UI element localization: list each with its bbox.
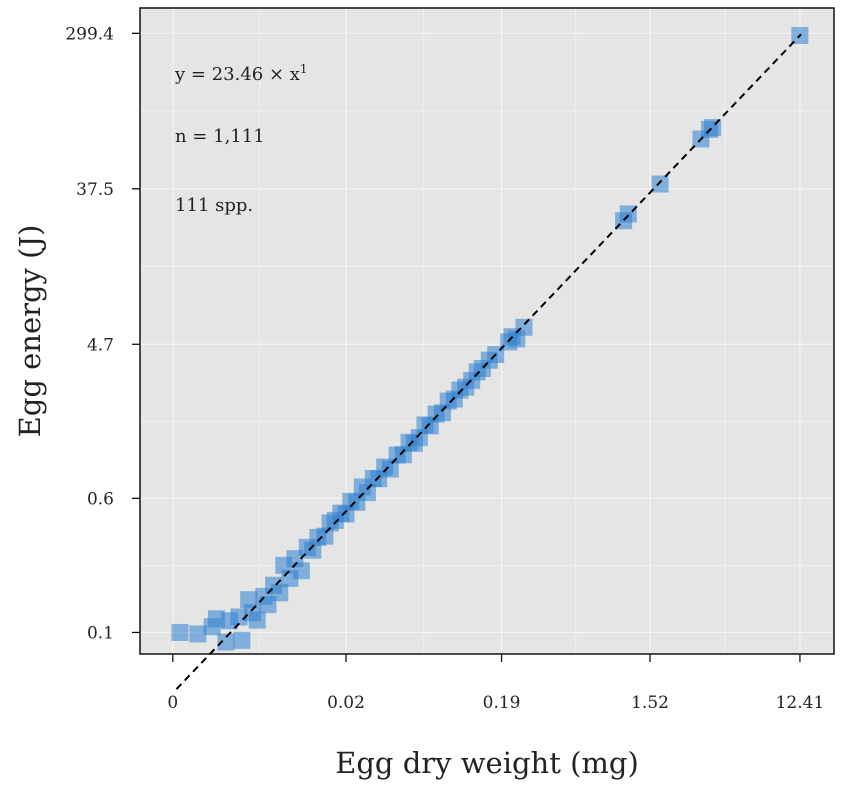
data-point [230, 608, 248, 626]
data-point [651, 175, 669, 193]
annotation-n: n = 1,111 [175, 126, 265, 147]
axes: 0 0.02 0.19 1.52 12.41 0.1 0.6 4.7 37.5 299.4 [65, 24, 824, 713]
data-point [233, 631, 251, 649]
y-axis-title: Egg energy (J) [13, 225, 47, 438]
grid-lines [140, 8, 834, 654]
data-point [240, 591, 258, 609]
annotation-species: 111 spp. [175, 195, 253, 216]
x-tick-label: 1.52 [631, 693, 669, 713]
y-tick-label: 4.7 [87, 335, 114, 355]
data-point [171, 623, 189, 641]
plot-border [139, 7, 835, 655]
data-point [189, 625, 207, 643]
data-point [381, 460, 399, 478]
data-point [515, 318, 533, 336]
data-point [316, 527, 334, 545]
data-point [271, 584, 289, 602]
data-point [292, 562, 310, 580]
annotation-equation: y = 23.46 × x1 [174, 62, 308, 85]
data-point [358, 484, 376, 502]
y-tick-label: 299.4 [65, 24, 114, 44]
data-point [217, 633, 235, 651]
fit-line [175, 33, 802, 690]
x-tick-label: 0 [167, 693, 178, 713]
y-tick-label: 0.1 [87, 623, 114, 643]
y-tick-label: 0.6 [87, 489, 114, 509]
data-point [304, 541, 322, 559]
y-tick-label: 37.5 [76, 180, 114, 200]
data-point [248, 611, 266, 629]
x-tick-label: 12.41 [776, 693, 825, 713]
x-tick-label: 0.19 [483, 693, 521, 713]
data-point [207, 610, 225, 628]
x-tick-label: 0.02 [327, 693, 365, 713]
x-axis-title: Egg dry weight (mg) [335, 746, 639, 780]
plot-panel [140, 8, 834, 654]
